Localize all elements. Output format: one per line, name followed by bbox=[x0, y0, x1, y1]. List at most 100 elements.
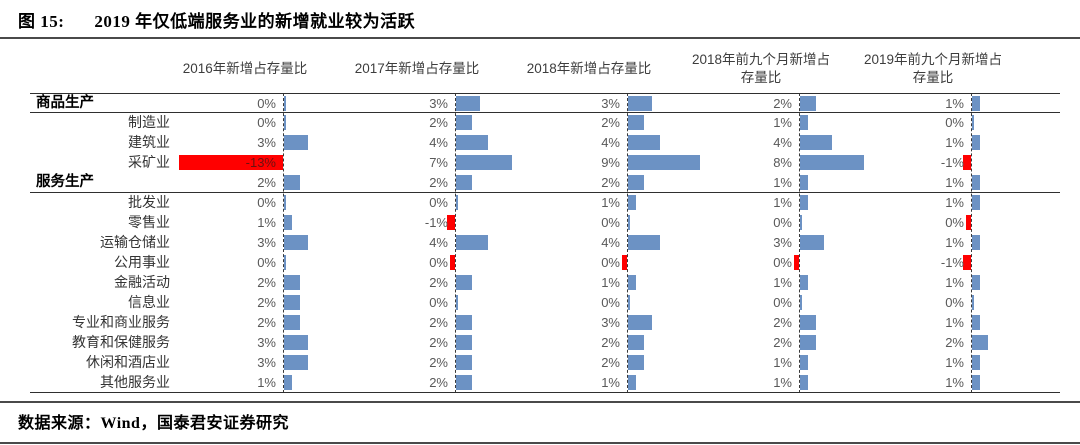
value-label: 1% bbox=[773, 375, 792, 390]
bar-positive bbox=[972, 375, 980, 390]
value-label: 0% bbox=[773, 215, 792, 230]
table-row: 休闲和酒店业 3% 2% 2% 1% 1% bbox=[30, 353, 1060, 373]
bar-positive bbox=[284, 235, 308, 250]
value-label: 2% bbox=[601, 355, 620, 370]
value-label: 2% bbox=[429, 115, 448, 130]
bar-positive bbox=[456, 115, 472, 130]
bar-cell: 2% bbox=[175, 273, 347, 293]
table-row: 运输仓储业 3% 4% 4% 3% 1% bbox=[30, 233, 1060, 253]
bar-positive bbox=[284, 375, 292, 390]
bar-positive bbox=[456, 275, 472, 290]
value-label: 1% bbox=[945, 175, 964, 190]
value-label: 0% bbox=[429, 195, 448, 210]
bar-positive bbox=[284, 255, 286, 270]
bar-positive bbox=[284, 355, 308, 370]
zero-axis bbox=[455, 93, 456, 393]
bar-cell: 0% bbox=[691, 253, 863, 273]
bar-positive bbox=[628, 135, 660, 150]
bar-positive bbox=[628, 115, 644, 130]
table-row: 金融活动 2% 2% 1% 1% 1% bbox=[30, 273, 1060, 293]
bar-positive bbox=[800, 135, 832, 150]
value-label: 1% bbox=[945, 375, 964, 390]
bar-cell: 7% bbox=[347, 153, 519, 173]
value-label: 4% bbox=[429, 135, 448, 150]
row-label: 商品生产 bbox=[36, 95, 94, 111]
bar-positive bbox=[628, 175, 644, 190]
bar-cell: 0% bbox=[863, 113, 1060, 133]
bar-cell: 4% bbox=[519, 133, 691, 153]
row-label: 金融活动 bbox=[114, 274, 170, 290]
value-label: 0% bbox=[773, 295, 792, 310]
value-label: 0% bbox=[773, 255, 792, 270]
table-row: 批发业 0% 0% 1% 1% 1% bbox=[30, 193, 1060, 213]
bar-negative bbox=[963, 155, 971, 170]
bar-positive bbox=[284, 275, 300, 290]
table-row: 建筑业 3% 4% 4% 4% 1% bbox=[30, 133, 1060, 153]
bar-cell: 3% bbox=[347, 94, 519, 114]
bar-cell: 1% bbox=[863, 273, 1060, 293]
bar-positive bbox=[800, 115, 808, 130]
bar-cell: 2% bbox=[691, 94, 863, 114]
zero-axis bbox=[799, 93, 800, 393]
bar-positive bbox=[972, 235, 980, 250]
bar-cell: 1% bbox=[691, 173, 863, 193]
title-divider bbox=[0, 37, 1080, 39]
figure-title-text: 2019 年仅低端服务业的新增就业较为活跃 bbox=[94, 12, 416, 31]
table-row: 制造业 0% 2% 2% 1% 0% bbox=[30, 113, 1060, 133]
bar-positive bbox=[628, 195, 636, 210]
bar-cell: 0% bbox=[175, 253, 347, 273]
bar-cell: 0% bbox=[863, 293, 1060, 313]
bar-positive bbox=[284, 135, 308, 150]
bar-positive bbox=[628, 96, 652, 111]
value-label: 0% bbox=[257, 195, 276, 210]
bar-cell: 0% bbox=[175, 94, 347, 114]
value-label: 0% bbox=[945, 295, 964, 310]
bar-cell: -1% bbox=[863, 253, 1060, 273]
column-header: 2019年前九个月新增占 存量比 bbox=[863, 52, 1003, 85]
bar-positive bbox=[456, 335, 472, 350]
bar-positive bbox=[628, 355, 644, 370]
value-label: 1% bbox=[601, 375, 620, 390]
value-label: 7% bbox=[429, 155, 448, 170]
value-label: 2% bbox=[429, 175, 448, 190]
bar-positive bbox=[284, 335, 308, 350]
bar-cell: 1% bbox=[863, 353, 1060, 373]
bar-cell: 1% bbox=[863, 133, 1060, 153]
bar-cell: 1% bbox=[691, 353, 863, 373]
value-label: 2% bbox=[429, 335, 448, 350]
bar-cell: 1% bbox=[863, 193, 1060, 213]
value-label: 1% bbox=[945, 355, 964, 370]
value-label: 2% bbox=[601, 335, 620, 350]
bar-positive bbox=[800, 315, 816, 330]
value-label: 1% bbox=[773, 115, 792, 130]
value-label: 0% bbox=[601, 215, 620, 230]
value-label: 2% bbox=[601, 115, 620, 130]
bar-positive bbox=[456, 295, 458, 310]
value-label: 1% bbox=[773, 355, 792, 370]
bar-positive bbox=[800, 175, 808, 190]
value-label: 3% bbox=[257, 235, 276, 250]
bar-positive bbox=[800, 195, 808, 210]
value-label: 1% bbox=[601, 195, 620, 210]
value-label: 1% bbox=[773, 195, 792, 210]
bar-cell: 2% bbox=[175, 293, 347, 313]
value-label: 1% bbox=[257, 215, 276, 230]
bar-positive bbox=[456, 175, 472, 190]
value-label: 3% bbox=[773, 235, 792, 250]
bar-positive bbox=[628, 155, 700, 170]
footer-divider bbox=[0, 401, 1080, 403]
bar-cell: 2% bbox=[863, 333, 1060, 353]
row-label: 采矿业 bbox=[128, 154, 170, 170]
bar-cell: 1% bbox=[863, 94, 1060, 114]
value-label: 2% bbox=[945, 335, 964, 350]
bar-positive bbox=[628, 275, 636, 290]
bar-negative bbox=[794, 255, 799, 270]
bar-cell: 1% bbox=[175, 373, 347, 393]
bar-cell: 1% bbox=[863, 313, 1060, 333]
bar-cell: 2% bbox=[347, 353, 519, 373]
bar-positive bbox=[284, 315, 300, 330]
bar-positive bbox=[972, 275, 980, 290]
bar-positive bbox=[800, 375, 808, 390]
value-label: 0% bbox=[601, 295, 620, 310]
